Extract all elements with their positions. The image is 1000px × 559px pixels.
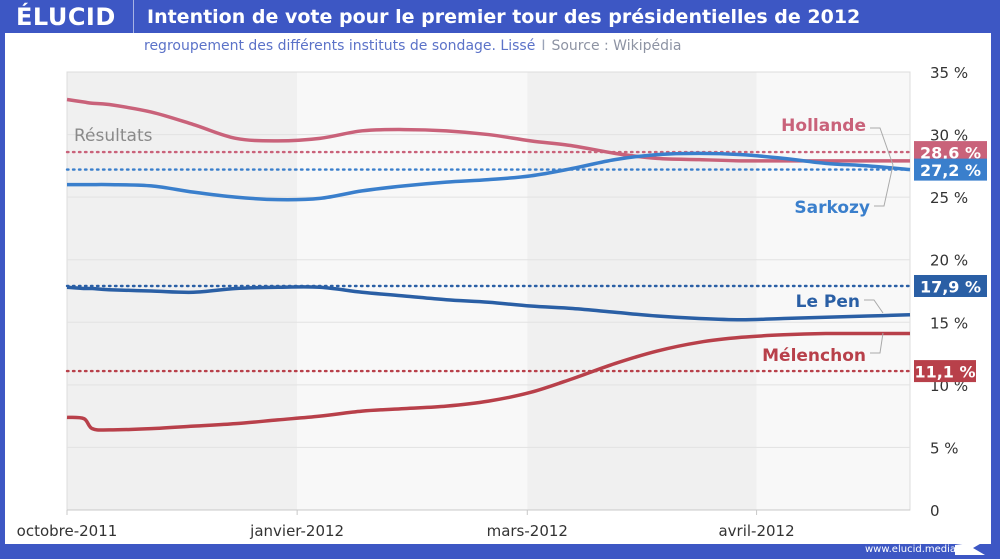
series-line-hollande bbox=[66, 97, 910, 163]
results-label: Résultats bbox=[74, 126, 153, 146]
chart-subtitle: regroupement des différents instituts de… bbox=[144, 38, 681, 54]
result-badge-mlenchon: 11,1 % bbox=[914, 360, 976, 383]
series-label-hollande: Hollande bbox=[781, 116, 866, 136]
label-leader-line bbox=[864, 299, 884, 314]
series-line-mlenchon bbox=[66, 331, 910, 432]
background-band bbox=[297, 72, 528, 510]
label-leader-line bbox=[870, 127, 894, 166]
subtitle-separator: I bbox=[541, 38, 546, 54]
badge-background bbox=[914, 360, 976, 383]
result-badges: 28,6 %27,2 % 17,9 % 11,1 % bbox=[914, 141, 987, 383]
y-tick-label: 20 % bbox=[930, 252, 968, 270]
result-badge-sarkozy: 27,2 % bbox=[914, 158, 987, 181]
chart-title: Intention de vote pour le premier tour d… bbox=[147, 6, 861, 28]
badge-value: 11,1 % bbox=[914, 363, 975, 382]
series-label-mlenchon: Mélenchon bbox=[762, 346, 866, 366]
badge-background bbox=[914, 274, 987, 297]
series-label-sarkozy: Sarkozy bbox=[794, 198, 870, 218]
badge-value: 28,6 % bbox=[920, 144, 981, 163]
y-tick-label: 35 % bbox=[930, 64, 968, 82]
result-badge-lepen: 17,9 % bbox=[914, 274, 987, 297]
badge-background bbox=[914, 158, 987, 181]
series-label-lepen: Le Pen bbox=[796, 292, 860, 312]
x-tick-label: mars-2012 bbox=[487, 522, 568, 540]
background-bands bbox=[66, 71, 911, 511]
elucid-logo: ÉLUCID bbox=[16, 3, 116, 31]
y-tick-label: 0 bbox=[930, 502, 940, 520]
source-credit: Source : Wikipédia bbox=[551, 38, 682, 54]
y-tick-label: 5 % bbox=[930, 439, 959, 457]
x-tick-label: janvier-2012 bbox=[249, 522, 344, 540]
x-tick-label: octobre-2011 bbox=[17, 522, 118, 540]
x-tick-label: avril-2012 bbox=[718, 522, 794, 540]
footer-url[interactable]: www.elucid.media bbox=[865, 544, 957, 555]
result-lines bbox=[65, 150, 912, 373]
background-band bbox=[527, 72, 757, 510]
label-leader-line bbox=[870, 332, 884, 354]
label-leader-line bbox=[874, 164, 894, 207]
y-tick-label: 15 % bbox=[930, 314, 968, 332]
subtitle-text: regroupement des différents instituts de… bbox=[144, 38, 536, 54]
badge-background bbox=[914, 141, 987, 164]
header-divider bbox=[133, 0, 134, 36]
header: ÉLUCID Intention de vote pour le premier… bbox=[0, 0, 1000, 36]
y-axis: 05 %10 %15 %20 %25 %30 %35 % bbox=[930, 64, 968, 520]
annotations: Résultats Hollande Sarkozy Le Pen Mélenchon bbox=[74, 116, 894, 366]
elucid-flag-icon bbox=[955, 541, 985, 555]
series-line-lepen bbox=[66, 285, 911, 322]
x-axis: octobre-2011 janvier-2012 mars-2012 avril-2… bbox=[17, 509, 910, 540]
result-badge-hollande: 28,6 % bbox=[914, 141, 987, 164]
badge-value: 27,2 % bbox=[920, 161, 981, 180]
series-line-sarkozy bbox=[67, 151, 911, 202]
series-lines bbox=[66, 97, 911, 432]
background-band bbox=[756, 72, 910, 510]
y-tick-label: 30 % bbox=[930, 127, 968, 145]
y-tick-label: 25 % bbox=[930, 189, 968, 207]
badge-value: 17,9 % bbox=[920, 277, 981, 296]
